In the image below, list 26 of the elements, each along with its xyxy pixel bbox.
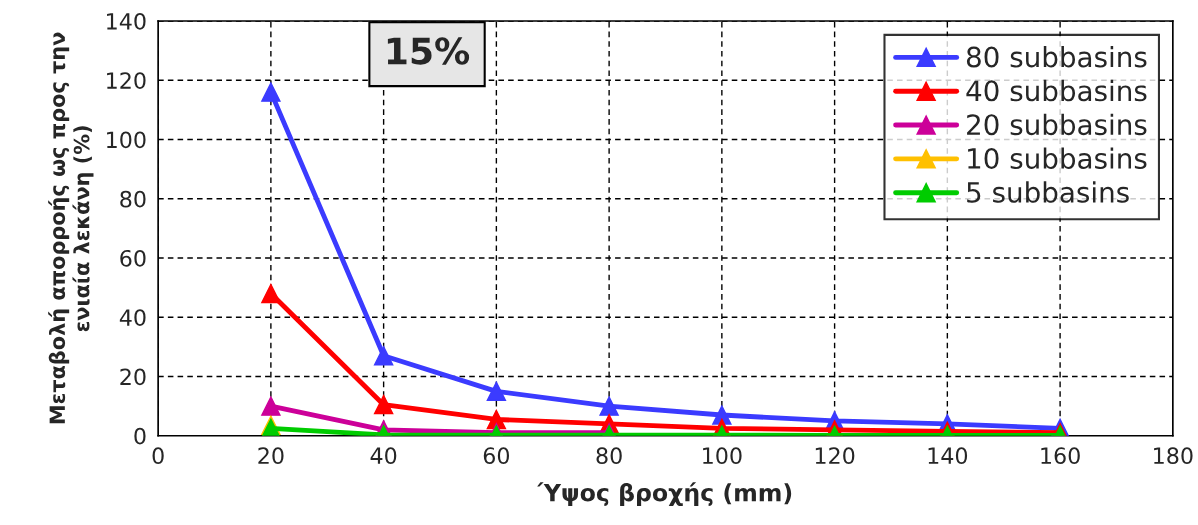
y-tick-label: 140 xyxy=(107,12,146,30)
x-tick-label: 140 xyxy=(928,447,968,465)
x-axis-title: Ύψος βροχής (mm) xyxy=(537,482,792,507)
legend-label: 80 subbasins xyxy=(966,46,1147,68)
x-tick-label: 40 xyxy=(370,447,397,465)
x-tick-label: 20 xyxy=(258,447,284,465)
x-tick-label: 0 xyxy=(152,447,164,465)
x-tick-label: 100 xyxy=(703,447,742,465)
x-tick-label: 80 xyxy=(596,447,622,465)
x-tick-label: 120 xyxy=(815,447,855,465)
y-tick-label: 40 xyxy=(119,309,146,327)
y-axis-title: Μεταβολή απορροής ως προς την ενιαία λεκάνη (%) xyxy=(48,32,94,424)
y-tick-label: 120 xyxy=(107,72,146,90)
legend-label: 40 subbasins xyxy=(966,79,1147,102)
legend-label: 10 subbasins xyxy=(968,147,1147,169)
y-tick-label: 100 xyxy=(107,131,146,149)
x-tick-label: 60 xyxy=(483,447,510,465)
y-tick-label: 60 xyxy=(120,249,146,267)
annotation: 15% xyxy=(387,37,470,65)
legend-label: 5 subbasins xyxy=(967,181,1129,203)
y-tick-label: 0 xyxy=(134,427,146,445)
y-tick-label: 80 xyxy=(120,190,146,208)
legend-label: 20 subbasins xyxy=(967,113,1147,136)
x-tick-label: 180 xyxy=(1154,447,1193,465)
x-tick-label: 160 xyxy=(1041,447,1080,465)
y-tick-label: 20 xyxy=(120,368,146,386)
